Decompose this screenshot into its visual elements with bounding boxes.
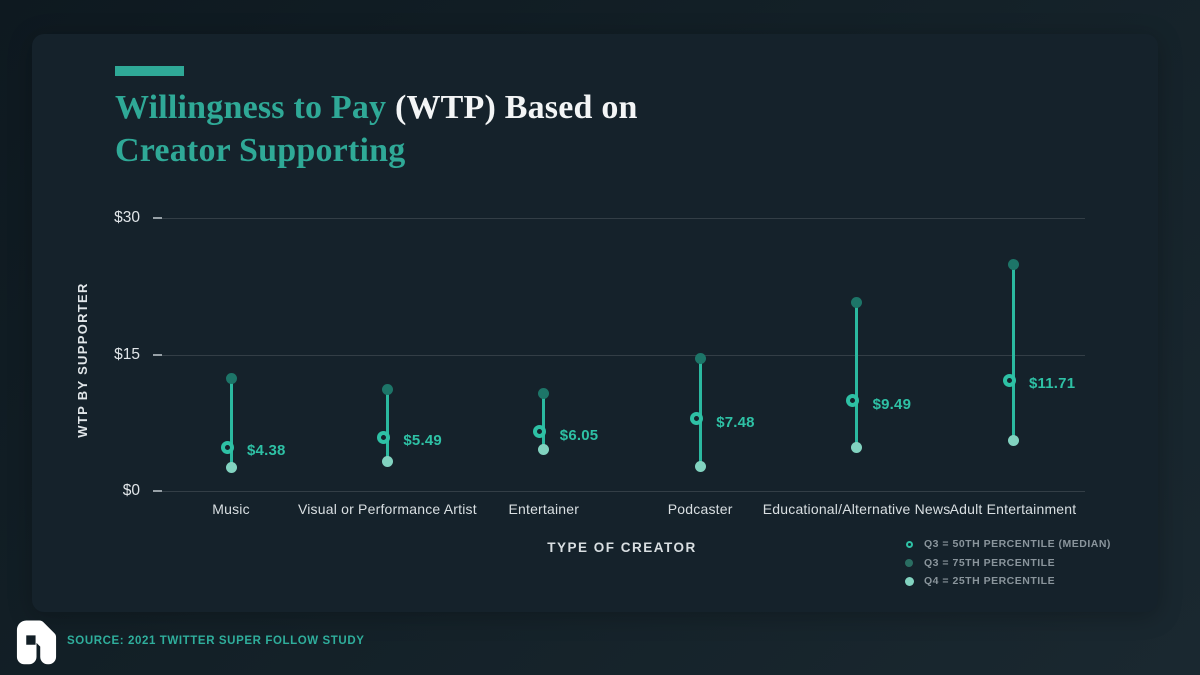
p75-dot xyxy=(381,384,393,396)
brand-logo xyxy=(16,620,57,665)
x-tick-label: Adult Entertainment xyxy=(949,501,1077,517)
legend: Q3 = 50TH PERCENTILE (MEDIAN) Q3 = 75TH P… xyxy=(903,535,1111,591)
title-accent-bar xyxy=(115,66,184,76)
median-ring xyxy=(220,440,234,454)
median-value-label: $6.05 xyxy=(559,426,599,444)
source-row: SOURCE: 2021 TWITTER SUPER FOLLOW STUDY xyxy=(16,617,365,665)
legend-label: Q3 = 50TH PERCENTILE (MEDIAN) xyxy=(924,538,1111,551)
y-tick-label: $0 xyxy=(122,482,140,499)
p25-dot xyxy=(225,461,237,473)
legend-row: Q3 = 75TH PERCENTILE xyxy=(903,554,1111,573)
legend-label: Q4 = 25TH PERCENTILE xyxy=(924,575,1056,588)
p75-dot xyxy=(851,297,863,309)
axis-tick xyxy=(153,353,162,356)
median-value-label: $5.49 xyxy=(403,432,442,450)
range-stem xyxy=(229,378,233,468)
p75-dot xyxy=(694,352,706,364)
x-tick-label: Entertainer xyxy=(508,501,580,517)
p25-dot xyxy=(1007,435,1019,447)
x-tick-label: Visual or Performance Artist xyxy=(297,501,477,517)
range-stem xyxy=(542,393,546,450)
legend-row: Q4 = 25TH PERCENTILE xyxy=(903,572,1111,591)
legend-row: Q3 = 50TH PERCENTILE (MEDIAN) xyxy=(903,535,1111,554)
page-title: Willingness to Pay (WTP) Based on Creator… xyxy=(115,86,875,172)
dot-dark-icon xyxy=(903,558,915,567)
plot-area: $0 $15 $30 $4.38 Music $5.49 Visual or Perform… xyxy=(114,209,1085,517)
x-tick-label: Podcaster xyxy=(667,501,733,517)
title-teal-part-1: Willingness to Pay xyxy=(115,89,395,126)
axis-tick xyxy=(153,490,162,492)
median-value-label: $11.71 xyxy=(1029,375,1076,393)
x-axis-title: TYPE OF CREATOR xyxy=(547,540,697,555)
p25-dot xyxy=(381,456,393,468)
p25-dot xyxy=(851,441,863,453)
p25-dot xyxy=(694,460,706,472)
axis-tick xyxy=(153,217,162,219)
median-ring xyxy=(689,412,703,426)
range-stem xyxy=(698,358,702,467)
source-text: SOURCE: 2021 TWITTER SUPER FOLLOW STUDY xyxy=(67,635,365,647)
gridline xyxy=(153,218,1085,219)
median-ring xyxy=(1002,373,1016,387)
y-tick-label: $15 xyxy=(114,345,140,363)
gridline xyxy=(153,354,1085,356)
range-stem xyxy=(385,389,389,462)
median-ring xyxy=(533,425,547,439)
title-teal-part-2: Creator Supporting xyxy=(115,132,406,169)
legend-label: Q3 = 75TH PERCENTILE xyxy=(924,556,1056,569)
p25-dot xyxy=(538,443,550,455)
title-white-part: (WTP) Based on xyxy=(394,89,638,126)
median-value-label: $9.49 xyxy=(872,395,912,413)
gridline xyxy=(153,491,1085,492)
x-tick-label: Music xyxy=(212,501,250,517)
median-ring xyxy=(376,430,390,444)
dot-light-icon xyxy=(903,576,915,586)
p75-dot xyxy=(225,372,237,384)
median-value-label: $4.38 xyxy=(247,442,286,460)
infographic-card xyxy=(32,34,1158,612)
p75-dot xyxy=(1007,258,1019,270)
p75-dot xyxy=(538,388,550,400)
median-ring xyxy=(846,394,860,408)
ring-icon xyxy=(903,540,915,548)
range-stem xyxy=(855,302,859,448)
range-stem xyxy=(1011,264,1015,441)
median-value-label: $7.48 xyxy=(716,413,755,431)
y-tick-label: $30 xyxy=(114,209,140,226)
x-tick-label: Educational/Alternative News xyxy=(762,501,951,517)
